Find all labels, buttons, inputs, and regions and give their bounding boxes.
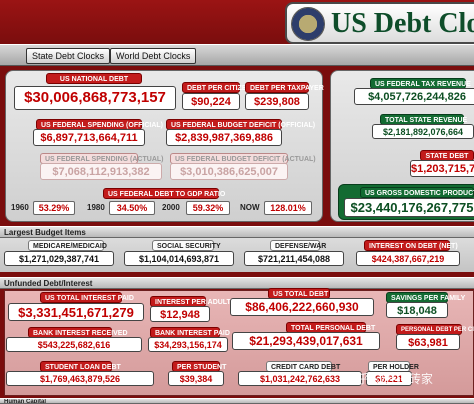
page-title: US Debt Clo — [331, 8, 474, 39]
deficit-actual-value: $3,010,386,625,007 — [170, 163, 288, 180]
debt-per-citizen-value: $90,224 — [182, 93, 240, 110]
gdp-ratio-year-1960: 1960 — [11, 203, 29, 212]
interest-on-debt-value: $424,387,667,219 — [356, 251, 460, 266]
debt-to-gdp-label: US FEDERAL DEBT TO GDP RATIO — [103, 188, 225, 199]
budget-section-bar: Largest Budget Items — [0, 226, 474, 238]
defense-label: DEFENSE/WAR — [270, 240, 326, 251]
national-debt-label: US NATIONAL DEBT — [46, 73, 142, 84]
watermark-text: 知乎 @经济砖家 — [345, 372, 433, 386]
national-debt-value: $30,006,868,773,157 — [14, 86, 176, 110]
state-revenue-value: $2,181,892,076,664 — [372, 124, 474, 139]
social-security-value: $1,104,014,693,871 — [124, 251, 234, 266]
defense-value: $721,211,454,088 — [244, 251, 344, 266]
medicare-value: $1,271,029,387,741 — [4, 251, 114, 266]
gdp-ratio-year-1980: 1980 — [87, 203, 105, 212]
gdp-ratio-value-2000: 59.32% — [186, 201, 230, 215]
state-debt-value: $1,203,715,713 — [410, 160, 474, 177]
personal-debt-per-citizen-value: $63,981 — [396, 334, 460, 350]
student-loan-debt-value: $1,769,463,879,526 — [6, 371, 154, 386]
site-banner[interactable]: US Debt Clo — [285, 2, 474, 44]
human-capital-section-bar: Human Capital — [0, 398, 474, 404]
credit-card-debt-value: $1,031,242,762,633 — [238, 371, 362, 386]
gdp-ratio-year-now: NOW — [240, 203, 260, 212]
bank-interest-received-value: $543,225,682,616 — [6, 337, 142, 352]
tax-revenue-value: $4,057,726,244,826 — [354, 88, 474, 105]
total-debt-value: $86,406,222,660,930 — [230, 298, 374, 316]
tab-state-debt-clocks[interactable]: State Debt Clocks — [26, 48, 111, 64]
unfunded-section-bar: Unfunded Debt/Interest — [0, 277, 474, 289]
total-interest-paid-label: US TOTAL INTEREST PAID — [40, 292, 134, 303]
interest-per-adult-value: $12,948 — [150, 306, 210, 322]
total-interest-paid-value: $3,331,451,671,279 — [8, 303, 144, 321]
gdp-ratio-value-1980: 34.50% — [109, 201, 155, 215]
tab-world-debt-clocks[interactable]: World Debt Clocks — [110, 48, 197, 64]
bank-interest-paid-value: $34,293,156,174 — [148, 337, 228, 352]
gdp-ratio-value-1960: 53.29% — [33, 201, 75, 215]
nav-bar: State Debt Clocks World Debt Clocks — [0, 44, 474, 66]
debt-per-citizen-label: DEBT PER CITIZEN — [182, 82, 252, 93]
debt-per-taxpayer-value: $239,808 — [245, 93, 309, 110]
gdp-ratio-year-2000: 2000 — [162, 203, 180, 212]
spending-official-value: $6,897,713,664,711 — [33, 129, 145, 146]
seal-icon — [291, 7, 325, 41]
gdp-label: US GROSS DOMESTIC PRODUCT — [360, 187, 474, 198]
deficit-official-value: $2,839,987,369,886 — [166, 129, 282, 146]
social-security-label: SOCIAL SECURITY — [152, 240, 221, 251]
interest-on-debt-label: INTEREST ON DEBT (NET) — [364, 240, 458, 251]
per-holder-value: $6,221 — [366, 371, 412, 386]
medicare-label: MEDICARE/MEDICAID — [28, 240, 107, 251]
per-student-value: $39,384 — [168, 371, 224, 386]
total-personal-debt-value: $21,293,439,017,631 — [232, 332, 380, 350]
savings-per-family-value: $18,048 — [386, 302, 448, 318]
gdp-ratio-value-now: 128.01% — [264, 201, 312, 215]
spending-actual-value: $7,068,112,913,382 — [40, 163, 162, 180]
debt-per-taxpayer-label: DEBT PER TAXPAYER — [245, 82, 324, 93]
gdp-value: $23,440,176,267,775 — [344, 198, 474, 217]
